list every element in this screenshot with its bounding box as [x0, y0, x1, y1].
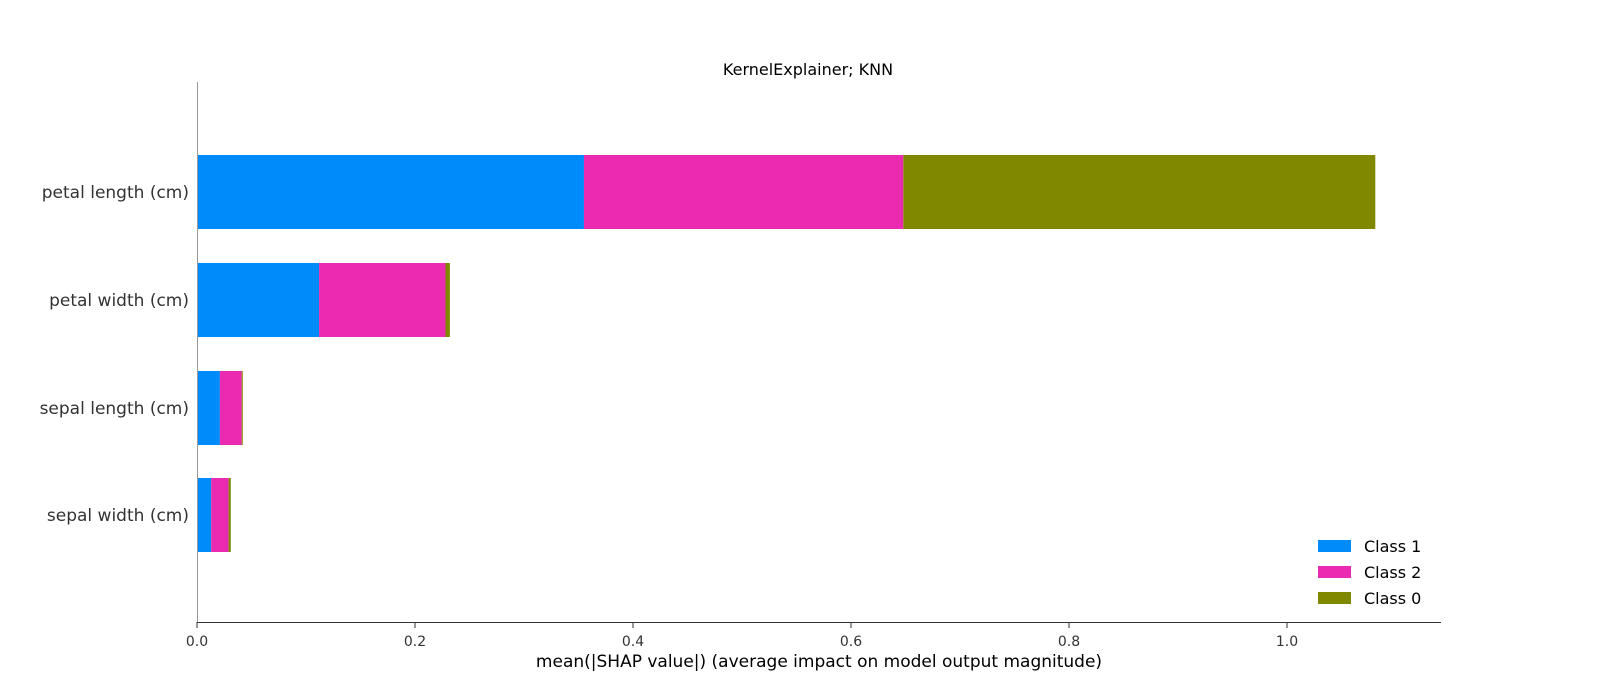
bar-class-1-2 — [197, 371, 220, 445]
chart-title: KernelExplainer; KNN — [723, 60, 893, 79]
x-tick-label: 0.8 — [1058, 634, 1080, 650]
x-axis-label: mean(|SHAP value|) (average impact on mo… — [536, 652, 1102, 672]
y-tick-label: petal width (cm) — [49, 291, 189, 311]
x-ticks-group: 0.0 0.2 0.4 0.6 0.8 1.0 — [186, 622, 1298, 650]
bar-class-1-0 — [197, 155, 584, 229]
legend-label: Class 0 — [1364, 589, 1421, 608]
legend-swatch — [1318, 566, 1351, 578]
bar-class-1-3 — [197, 478, 212, 552]
legend-swatch — [1318, 540, 1351, 552]
x-tick-label: 0.2 — [404, 634, 426, 650]
bar-class-2-3 — [211, 478, 229, 552]
y-tick-label: sepal length (cm) — [40, 399, 189, 419]
y-ticks-group: petal length (cm) petal width (cm) sepal l… — [40, 183, 189, 526]
bars-group — [197, 155, 1376, 552]
bar-class-0-2 — [241, 371, 243, 445]
bar-class-0-0 — [903, 155, 1376, 229]
x-tick-label: 0.4 — [622, 634, 644, 650]
x-tick-label: 0.0 — [186, 634, 208, 650]
x-tick-label: 0.6 — [840, 634, 862, 650]
bar-class-1-1 — [197, 263, 320, 337]
legend: Class 1 Class 2 Class 0 — [1318, 537, 1421, 608]
legend-label: Class 2 — [1364, 563, 1421, 582]
legend-swatch — [1318, 592, 1351, 604]
y-tick-label: petal length (cm) — [42, 183, 189, 203]
bar-class-2-1 — [319, 263, 446, 337]
y-tick-label: sepal width (cm) — [47, 506, 189, 526]
x-tick-label: 1.0 — [1276, 634, 1298, 650]
legend-label: Class 1 — [1364, 537, 1421, 556]
bar-class-0-3 — [228, 478, 231, 552]
bar-class-0-1 — [445, 263, 450, 337]
bar-class-2-2 — [219, 371, 242, 445]
bar-class-2-0 — [583, 155, 904, 229]
